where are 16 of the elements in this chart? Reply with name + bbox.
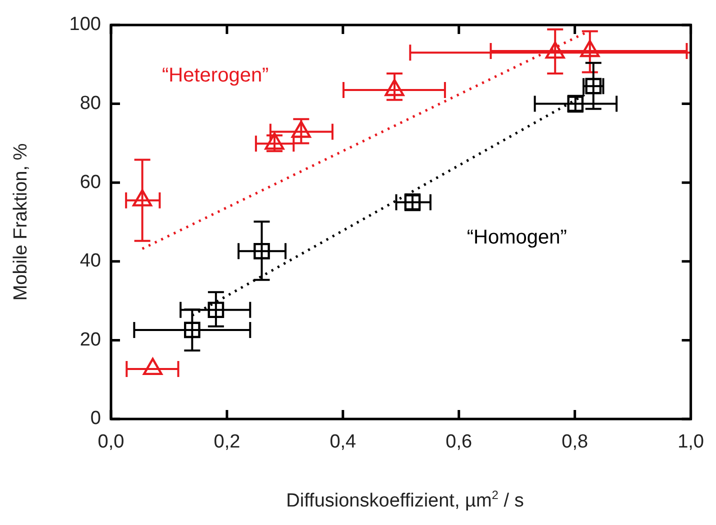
text: “Homogen” [466, 226, 567, 248]
y-tick-label: 60 [80, 172, 101, 193]
y-tick-label: 20 [80, 329, 101, 350]
text: “Heterogen” [162, 64, 269, 87]
x-axis-title: Diffusionskoeffizient, µm$^{2}$ / s [285, 488, 525, 512]
x-tick-label: 0,0 [98, 432, 124, 453]
y-axis-title: Mobile Fraktion, % [10, 143, 32, 301]
x-tick-label: 0,2 [214, 432, 240, 453]
x-tick-label: 0,8 [562, 432, 588, 453]
x-tick-label: 1,0 [678, 432, 704, 453]
y-tick-label: 40 [80, 250, 101, 272]
y-tick-label: 80 [80, 93, 101, 114]
x-tick-label: 0,4 [330, 432, 357, 453]
y-tick-label: 100 [69, 14, 101, 36]
y-tick-label: 0 [90, 408, 101, 430]
x-tick-label: 0,6 [446, 432, 472, 453]
